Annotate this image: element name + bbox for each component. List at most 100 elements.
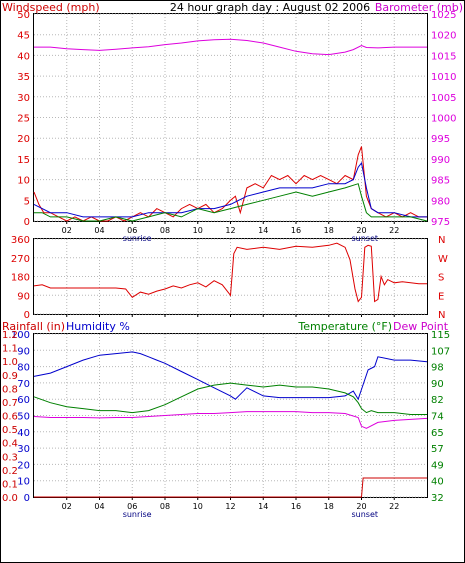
x-tick-label: 18 <box>324 226 334 235</box>
left-tick-label: 90 <box>17 291 30 302</box>
series-line-average <box>34 183 428 222</box>
right-tick-label: 985 <box>431 176 450 187</box>
right-tick-label: 1015 <box>431 51 456 62</box>
sunrise-label: sunrise <box>123 234 152 243</box>
series-line-temperature <box>33 382 427 415</box>
left-tick-label: 50 <box>17 10 30 21</box>
humidity-tick-label: 90 <box>17 346 30 357</box>
x-tick-label: 14 <box>258 226 268 235</box>
x-tick-label: 22 <box>389 226 399 235</box>
compass-label: S <box>438 273 444 284</box>
humidity-tick-label: 60 <box>17 395 30 406</box>
left-tick-label: 30 <box>17 93 30 104</box>
series-line-humidity <box>33 351 428 401</box>
x-tick-label: 16 <box>291 226 301 235</box>
rain-tick-label: 0.2 <box>2 466 18 477</box>
right-tick-label: 1005 <box>431 93 456 104</box>
right-axis-title-dewpoint: Dew Point <box>393 320 449 333</box>
temperature-tick-label: 32 <box>431 493 444 504</box>
rain-tick-label: 0.4 <box>2 439 18 450</box>
temperature-tick-label: 57 <box>431 444 444 455</box>
right-tick-label: 1010 <box>431 72 456 83</box>
left-axis-title-windspeed: Windspeed (mph) <box>2 1 100 14</box>
rain-tick-label: 0.7 <box>2 398 18 409</box>
rain-tick-label: 0.0 <box>2 493 18 504</box>
x-tick-label: 16 <box>291 502 301 511</box>
x-tick-label: 06 <box>127 502 137 511</box>
compass-label: E <box>438 291 444 302</box>
right-axis-title-barometer: Barometer (mb) <box>375 1 463 14</box>
left-tick-label: 5 <box>24 196 30 207</box>
right-tick-label: 1000 <box>431 114 456 125</box>
series-line-barometer <box>34 38 427 56</box>
direction-plot-frame <box>33 238 428 315</box>
left-tick-label: 45 <box>17 31 30 42</box>
x-tick-label: 18 <box>324 502 334 511</box>
humidity-tick-label: 40 <box>17 428 30 439</box>
humidity-tick-label: 50 <box>17 412 30 423</box>
right-tick-label: 995 <box>431 134 450 145</box>
left-tick-label: 360 <box>11 235 30 246</box>
sunset-label: sunset <box>352 510 379 519</box>
left-tick-label: 270 <box>11 254 30 265</box>
left-tick-label: 10 <box>17 176 30 187</box>
rain-tick-label: 0.5 <box>2 425 18 436</box>
x-tick-label: 20 <box>356 502 366 511</box>
compass-label: W <box>438 254 448 265</box>
x-tick-label: 12 <box>225 502 235 511</box>
rain-tick-label: 0.8 <box>2 384 18 395</box>
series-line-gust-average <box>33 161 427 218</box>
rain-tick-label: 1.2 <box>2 330 18 341</box>
right-tick-label: 980 <box>431 196 450 207</box>
x-tick-label: 08 <box>160 226 170 235</box>
temperature-tick-label: 74 <box>431 412 444 423</box>
x-tick-label: 10 <box>193 226 203 235</box>
humidity-tick-label: 10 <box>17 477 30 488</box>
left-tick-label: 40 <box>17 51 30 62</box>
humidity-tick-label: 20 <box>17 460 30 471</box>
x-tick-label: 06 <box>127 226 137 235</box>
rain-tick-label: 0.6 <box>2 412 18 423</box>
humidity-tick-label: 30 <box>17 444 30 455</box>
left-tick-label: 25 <box>17 114 30 125</box>
x-tick-label: 12 <box>225 226 235 235</box>
rain-tick-label: 1.1 <box>2 344 18 355</box>
humidity-tick-label: 100 <box>11 330 30 341</box>
left-tick-label: 0 <box>24 217 30 228</box>
compass-label: N <box>438 235 445 246</box>
temperature-tick-label: 65 <box>431 428 444 439</box>
x-tick-label: 08 <box>160 502 170 511</box>
temperature-tick-label: 115 <box>431 330 450 341</box>
temperature-tick-label: 40 <box>431 477 444 488</box>
rain-tick-label: 0.9 <box>2 371 18 382</box>
rain-tick-label: 0.3 <box>2 452 18 463</box>
x-tick-label: 22 <box>389 502 399 511</box>
x-tick-label: 02 <box>62 226 72 235</box>
series-line-windspeed <box>33 146 427 222</box>
left-tick-label: 15 <box>17 155 30 166</box>
right-tick-label: 1025 <box>431 10 456 21</box>
left-tick-label: 35 <box>17 72 30 83</box>
right-tick-label: 1020 <box>431 31 456 42</box>
x-tick-label: 02 <box>62 502 72 511</box>
temperature-tick-label: 90 <box>431 379 444 390</box>
left-axis-title-rainfall: Rainfall (in) <box>2 320 65 333</box>
left-axis-title-humidity: Humidity % <box>66 320 130 333</box>
x-tick-label: 20 <box>356 226 366 235</box>
right-tick-label: 975 <box>431 217 450 228</box>
sunrise-label: sunrise <box>123 510 152 519</box>
temperature-tick-label: 82 <box>431 395 444 406</box>
right-axis-title-temperature: Temperature (°F) <box>297 320 392 333</box>
temperature-tick-label: 107 <box>431 346 450 357</box>
chart-title: 24 hour graph day : August 02 2006 <box>170 1 370 14</box>
left-tick-label: 0 <box>24 310 30 321</box>
rain-tick-label: 0.1 <box>2 479 18 490</box>
left-tick-label: 20 <box>17 134 30 145</box>
x-tick-label: 04 <box>94 226 104 235</box>
rain-tick-label: 1.0 <box>2 357 18 368</box>
x-tick-label: 14 <box>258 502 268 511</box>
temperature-tick-label: 49 <box>431 460 444 471</box>
x-tick-label: 04 <box>94 502 104 511</box>
